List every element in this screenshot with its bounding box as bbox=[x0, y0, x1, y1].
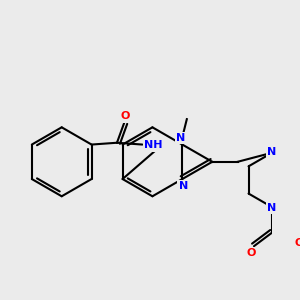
Text: O: O bbox=[120, 111, 130, 122]
Text: N: N bbox=[176, 133, 185, 143]
Text: NH: NH bbox=[144, 140, 163, 151]
Text: N: N bbox=[268, 147, 277, 157]
Text: N: N bbox=[178, 181, 188, 191]
Text: O: O bbox=[247, 248, 256, 258]
Text: O: O bbox=[295, 238, 300, 248]
Text: N: N bbox=[268, 203, 277, 213]
